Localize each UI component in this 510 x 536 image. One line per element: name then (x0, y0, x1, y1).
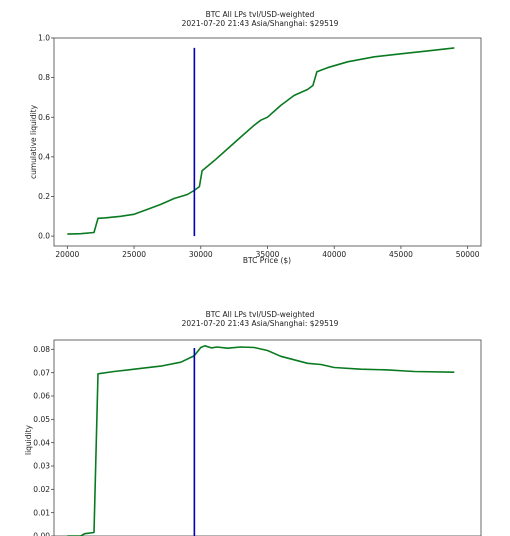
chart-bottom-y-tick-label: 0.02 (33, 485, 50, 494)
chart-top-x-tick-label: 40000 (322, 250, 346, 259)
chart-bottom-y-tick-label: 0.06 (33, 392, 50, 401)
chart-top-x-tick-label: 45000 (389, 250, 413, 259)
chart-top-x-tick-label: 25000 (122, 250, 146, 259)
chart-top-y-tick-label: 0.6 (38, 113, 50, 122)
chart-top-y-tick-label: 1.0 (38, 34, 50, 43)
chart-top-subtitle: 2021-07-20 21:43 Asia/Shanghai: $29519 (182, 19, 339, 28)
chart-bottom-y-tick-label: 0.01 (33, 508, 50, 517)
chart-top-y-tick-label: 0.2 (38, 192, 50, 201)
chart-bottom-y-tick-label: 0.00 (33, 532, 50, 536)
chart-bottom-y-tick-label: 0.05 (33, 415, 50, 424)
chart-bottom-y-label: liquidity (24, 424, 33, 455)
chart-top-y-tick-label: 0.4 (38, 152, 50, 161)
chart-top-y-tick-label: 0.0 (38, 232, 50, 241)
chart-bottom-y-tick-label: 0.08 (33, 345, 50, 354)
chart-top-frame (53, 37, 482, 247)
chart-top-x-label: BTC Price ($) (243, 256, 291, 265)
chart-top-x-tick-label: 35000 (256, 250, 280, 259)
chart-bottom-title: BTC All LPs tvl/USD-weighted (206, 310, 315, 319)
chart-top-series-line (67, 47, 455, 235)
chart-bottom-y-tick-label: 0.03 (33, 462, 50, 471)
chart-top-plot: 0.0 0.2 0.4 0.6 0.8 1.0 20000 25000 30000 35000 40… (38, 34, 482, 259)
chart-top-title: BTC All LPs tvl/USD-weighted (206, 10, 315, 19)
chart-top-x-tick-label: 50000 (456, 250, 480, 259)
chart-bottom-frame (53, 339, 482, 536)
chart-top-y-tick-label: 0.8 (38, 73, 50, 82)
chart-bottom-subtitle: 2021-07-20 21:43 Asia/Shanghai: $29519 (182, 319, 339, 328)
chart-bottom-y-tick-label: 0.07 (33, 368, 50, 377)
chart-bottom-y-tick-label: 0.04 (33, 438, 50, 447)
chart-top: BTC All LPs tvl/USD-weighted 2021-07-20 … (29, 10, 482, 265)
chart-bottom: BTC All LPs tvl/USD-weighted 2021-07-20 … (24, 310, 482, 536)
chart-bottom-plot: 0.00 0.01 0.02 0.03 0.04 0.05 0.06 0.07 0.08 (33, 339, 482, 536)
chart-bottom-series-line (67, 344, 455, 536)
chart-top-x-tick-label: 30000 (189, 250, 213, 259)
chart-top-x-tick-label: 20000 (55, 250, 79, 259)
chart-top-y-label: cumulative liquidity (29, 104, 38, 179)
